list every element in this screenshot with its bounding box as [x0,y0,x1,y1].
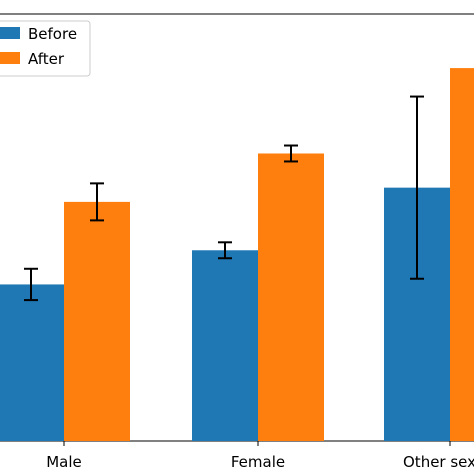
bar-before-male [0,284,64,441]
legend-label-before: Before [28,25,77,43]
error-bar-before-other-sex [410,95,424,280]
error-bar-before-female [218,241,232,260]
x-tick-label: Other sex [403,453,474,471]
x-tick-label: Male [46,453,82,471]
bar-after-female [258,153,324,441]
legend-label-after: After [28,50,65,68]
error-bar-after-male [90,182,104,222]
x-tick-labels: Male Female Other sex [46,441,474,471]
legend-frame [0,20,91,77]
error-bar-after-female [284,144,298,163]
error-bars [24,95,424,302]
legend-swatch-after [0,52,20,64]
bars [0,68,474,441]
legend: Before After [0,20,91,77]
x-tick-label: Female [231,453,285,471]
bar-after-other-sex [450,68,474,441]
error-bar-before-male [24,267,38,302]
bar-before-female [192,250,258,441]
legend-swatch-before [0,27,20,39]
bar-after-male [64,201,130,441]
